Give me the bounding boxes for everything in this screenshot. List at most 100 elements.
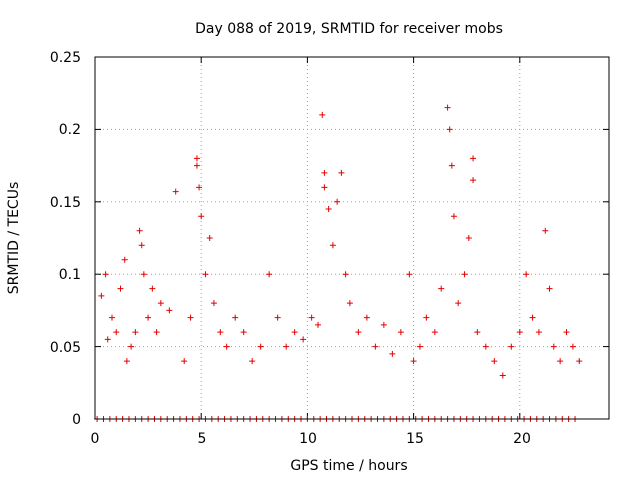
data-point [372, 343, 379, 350]
data-point [465, 235, 472, 241]
data-point [461, 271, 468, 278]
data-point [149, 285, 156, 292]
data-point [325, 206, 332, 213]
data-point [210, 300, 217, 307]
data-point [117, 285, 124, 292]
x-axis-label: GPS time / hours [290, 458, 407, 474]
data-point [128, 343, 135, 350]
y-tick-labels: 0 0.05 0.1 0.15 0.2 0.25 [50, 50, 81, 428]
x-tick-label: 5 [198, 431, 207, 447]
data-point [450, 213, 457, 220]
data-point [319, 111, 326, 118]
data-point [389, 350, 396, 357]
data-point [113, 329, 120, 336]
data-point [529, 314, 536, 321]
chart-title: Day 088 of 2019, SRMTID for receiver mob… [195, 21, 503, 37]
data-point [283, 343, 290, 350]
data-point [315, 321, 322, 328]
data-point [321, 184, 328, 191]
data-point [499, 372, 506, 379]
data-point [563, 329, 570, 336]
tick-marks [94, 56, 609, 420]
data-point [257, 343, 264, 350]
data-point [136, 227, 143, 234]
data-point [217, 329, 224, 336]
data-point [291, 329, 298, 336]
data-point [557, 358, 564, 365]
data-point [193, 162, 200, 169]
data-point [223, 343, 230, 350]
y-tick-label: 0.25 [50, 50, 81, 66]
data-point [550, 343, 557, 350]
data-point [181, 358, 188, 365]
plot-frame [94, 56, 610, 420]
data-point [321, 169, 328, 176]
data-point [206, 235, 213, 241]
data-point [448, 162, 455, 169]
data-point [193, 155, 200, 162]
data-point [232, 314, 239, 321]
data-point [474, 329, 481, 336]
data-point [410, 358, 417, 365]
data-point [172, 188, 179, 195]
data-point [346, 300, 353, 307]
data-point [569, 343, 576, 350]
data-point [397, 329, 404, 336]
x-tick-label: 10 [299, 431, 317, 447]
y-tick-label: 0 [72, 412, 81, 428]
y-tick-label: 0.05 [50, 340, 81, 356]
data-point [166, 307, 173, 314]
data-point [508, 343, 515, 350]
data-point [145, 314, 152, 321]
data-point [423, 314, 430, 321]
y-tick-label: 0.1 [59, 267, 81, 283]
data-point [132, 329, 139, 336]
data-points [94, 104, 583, 422]
data-point [406, 271, 413, 278]
data-point [329, 242, 336, 249]
data-point [470, 177, 477, 184]
y-tick-label: 0.2 [59, 122, 81, 138]
data-point [198, 213, 205, 220]
data-point [355, 329, 362, 336]
data-point [300, 336, 307, 343]
data-point [546, 285, 553, 292]
x-tick-labels: 0 5 10 15 20 [91, 431, 531, 447]
y-tick-label: 0.15 [50, 195, 81, 211]
data-point [187, 314, 194, 321]
data-point [202, 271, 209, 278]
x-tick-label: 0 [91, 431, 100, 447]
data-point [444, 104, 451, 111]
data-point [470, 155, 477, 162]
data-point [157, 300, 164, 307]
data-point [266, 271, 273, 278]
data-point [121, 256, 128, 263]
x-tick-label: 20 [513, 431, 531, 447]
data-point [491, 358, 498, 365]
data-point [380, 321, 387, 328]
data-point [363, 314, 370, 321]
data-point [108, 314, 115, 321]
data-point [153, 329, 160, 336]
data-point [438, 285, 445, 292]
data-point [446, 126, 453, 133]
grid [95, 57, 609, 419]
data-point [240, 329, 247, 336]
data-point [542, 227, 549, 234]
data-point [102, 271, 109, 278]
data-point [342, 271, 349, 278]
data-point [249, 358, 256, 365]
data-point [535, 329, 542, 336]
data-point [516, 329, 523, 336]
data-point [308, 314, 315, 321]
data-point [334, 198, 341, 205]
data-point [338, 169, 345, 176]
data-point [123, 358, 130, 365]
data-point [104, 336, 111, 343]
data-point [523, 271, 530, 278]
data-point [274, 314, 281, 321]
data-point [98, 292, 105, 299]
data-point [196, 184, 203, 191]
x-tick-label: 15 [406, 431, 424, 447]
